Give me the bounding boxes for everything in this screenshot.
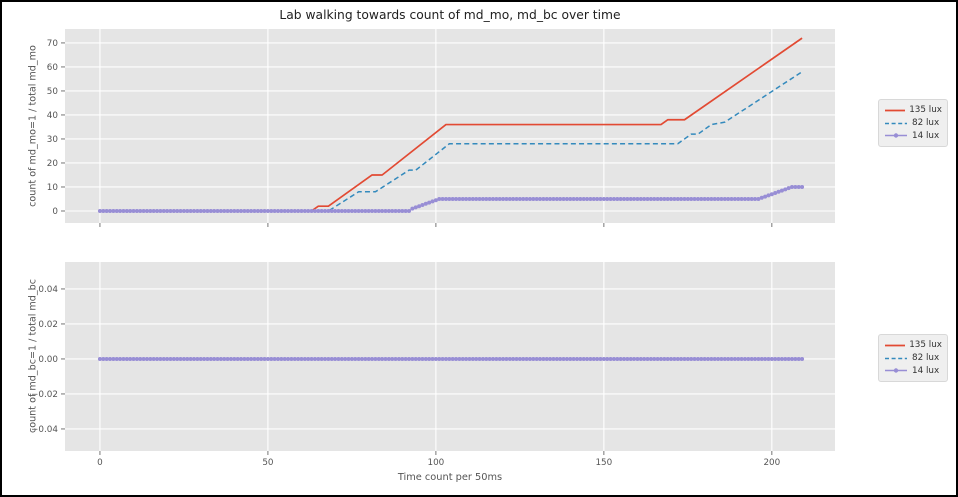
legend-entry-label: 14 lux: [912, 365, 940, 376]
svg-text:200: 200: [763, 458, 780, 468]
svg-text:40: 40: [47, 111, 59, 121]
x-axis-label: Time count per 50ms: [397, 472, 503, 483]
svg-text:50: 50: [262, 458, 274, 468]
svg-text:0.04: 0.04: [38, 285, 58, 295]
legend-bottom: 135 lux 82 lux 14 lux: [878, 334, 948, 382]
legend-entry-label: 82 lux: [912, 353, 940, 363]
svg-text:60: 60: [47, 63, 59, 73]
legend-sample-line: [885, 133, 907, 138]
svg-text:50: 50: [47, 87, 59, 97]
svg-text:30: 30: [47, 135, 59, 145]
legend-entry-135-lux: 135 lux: [884, 104, 942, 117]
legend-entry-label: 135 lux: [909, 340, 942, 351]
legend-entry-14-lux: 14 lux: [884, 129, 942, 142]
legend-sample-line: [885, 122, 907, 124]
svg-text:−0.04: −0.04: [31, 425, 58, 435]
legend-entry-label: 135 lux: [909, 105, 942, 116]
svg-text:70: 70: [47, 39, 59, 49]
chart-title: Lab walking towards count of md_mo, md_b…: [279, 8, 621, 22]
svg-text:0: 0: [52, 207, 58, 217]
legend-sample-line: [885, 109, 906, 112]
svg-text:0: 0: [97, 458, 103, 468]
svg-text:10: 10: [47, 183, 59, 193]
legend-sample-line: [885, 344, 906, 347]
svg-text:−0.02: −0.02: [31, 390, 58, 400]
legend-entry-82-lux: 82 lux: [884, 352, 942, 365]
legend-sample-line: [885, 357, 907, 359]
svg-text:100: 100: [427, 458, 444, 468]
legend-entry-135-lux: 135 lux: [884, 339, 942, 352]
legend-entry-14-lux: 14 lux: [884, 364, 942, 377]
svg-text:20: 20: [47, 159, 59, 169]
svg-text:150: 150: [595, 458, 612, 468]
legend-entry-label: 82 lux: [912, 118, 940, 128]
svg-text:0.00: 0.00: [38, 355, 58, 365]
svg-text:0.02: 0.02: [38, 320, 58, 330]
legend-entry-82-lux: 82 lux: [884, 117, 942, 130]
legend-entry-label: 14 lux: [912, 130, 940, 141]
legend-sample-line: [885, 368, 907, 373]
legend-top: 135 lux 82 lux 14 lux: [878, 99, 948, 147]
